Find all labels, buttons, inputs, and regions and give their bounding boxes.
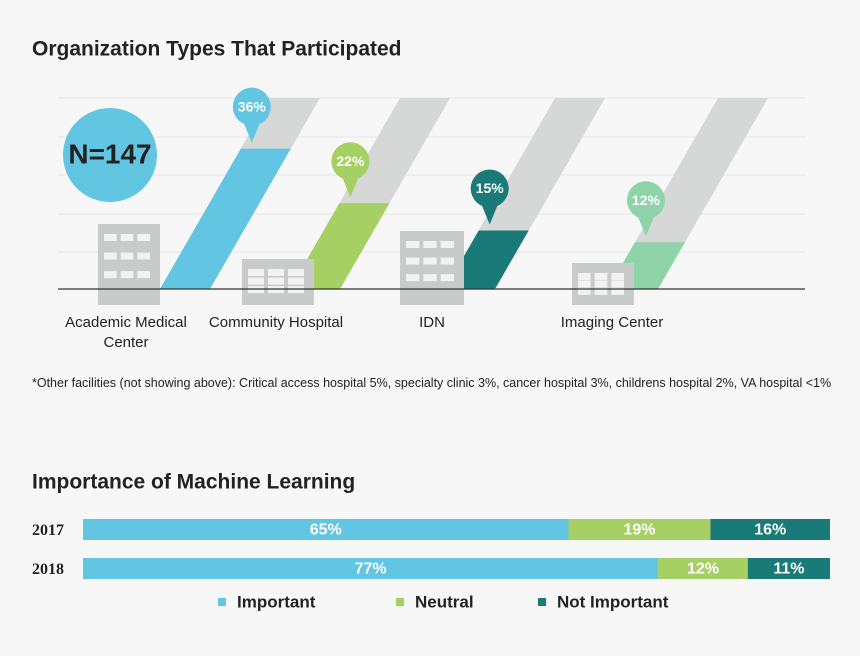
building-window	[440, 257, 454, 265]
building-window	[120, 234, 134, 241]
building-window	[120, 271, 134, 279]
building-window	[611, 280, 624, 288]
building-window	[268, 269, 284, 276]
building-window	[288, 286, 304, 294]
value-label: 19%	[623, 522, 655, 539]
building-window	[137, 234, 150, 241]
pin	[242, 120, 261, 143]
building-window	[594, 273, 608, 280]
n-badge	[63, 108, 157, 202]
building-window	[440, 241, 454, 248]
chart-title: Importance of Machine Learning	[32, 471, 355, 494]
building-window	[594, 280, 608, 288]
building-window	[406, 257, 420, 265]
building-window	[268, 277, 284, 285]
building-window	[578, 287, 591, 295]
pin-head	[470, 169, 509, 208]
legend-label: Not Important	[557, 592, 669, 611]
legend-swatch	[538, 598, 546, 606]
building-window	[406, 274, 420, 282]
building-window	[104, 271, 117, 279]
bar-segment	[83, 519, 569, 540]
value-label: 16%	[754, 522, 786, 539]
building-window	[137, 252, 150, 260]
building-window	[578, 273, 591, 280]
building-window	[406, 241, 420, 248]
building-window	[137, 271, 150, 279]
building-window	[423, 257, 437, 265]
n-label: N=147	[68, 138, 151, 169]
category-label: Community Hospital	[208, 314, 344, 331]
building-window	[423, 241, 437, 248]
bar	[160, 148, 291, 289]
category-label: Imaging Center	[560, 314, 664, 331]
bar-segment	[568, 519, 711, 540]
building-window	[120, 252, 134, 260]
bar-segment	[83, 558, 659, 579]
bar	[445, 230, 529, 289]
pin-head	[626, 181, 665, 220]
building-window	[248, 277, 264, 285]
value-label: 77%	[355, 561, 387, 578]
building-window	[268, 286, 284, 294]
footnote: *Other facilities (not showing above): C…	[32, 376, 832, 390]
building-window	[578, 280, 591, 288]
bar-segment	[658, 558, 748, 579]
category-label: Academic Medical Center	[65, 314, 187, 351]
bar-segment	[747, 558, 830, 579]
building-window	[611, 273, 624, 280]
pin	[480, 202, 499, 225]
category-label: IDN	[419, 314, 445, 331]
building-window	[104, 234, 117, 241]
pin-head	[331, 142, 370, 181]
pin-head	[232, 87, 271, 126]
building-window	[423, 274, 437, 282]
category-label: 2017	[32, 522, 64, 539]
value-label: 15%	[476, 180, 505, 196]
bar-segment	[710, 519, 830, 540]
value-label: 11%	[773, 561, 804, 578]
building-window	[288, 277, 304, 285]
legend-label: Neutral	[415, 592, 474, 611]
bar-track	[608, 98, 769, 289]
building-window	[248, 286, 264, 294]
bar	[290, 203, 390, 289]
legend-swatch	[218, 598, 226, 606]
value-label: 12%	[687, 561, 719, 578]
building-window	[440, 274, 454, 282]
building-window	[611, 287, 624, 295]
pin	[636, 214, 655, 237]
category-label: 2018	[32, 561, 64, 578]
building-window	[594, 287, 608, 295]
building-window	[288, 269, 304, 276]
legend-swatch	[396, 598, 404, 606]
value-label: 65%	[310, 522, 342, 539]
value-label: 22%	[336, 153, 365, 169]
value-label: 12%	[632, 192, 661, 208]
legend-label: Important	[237, 592, 316, 611]
building-window	[104, 252, 117, 260]
building-window	[248, 269, 264, 276]
chart-title: Organization Types That Participated	[32, 38, 402, 61]
pin	[341, 175, 360, 198]
value-label: 36%	[238, 98, 267, 114]
